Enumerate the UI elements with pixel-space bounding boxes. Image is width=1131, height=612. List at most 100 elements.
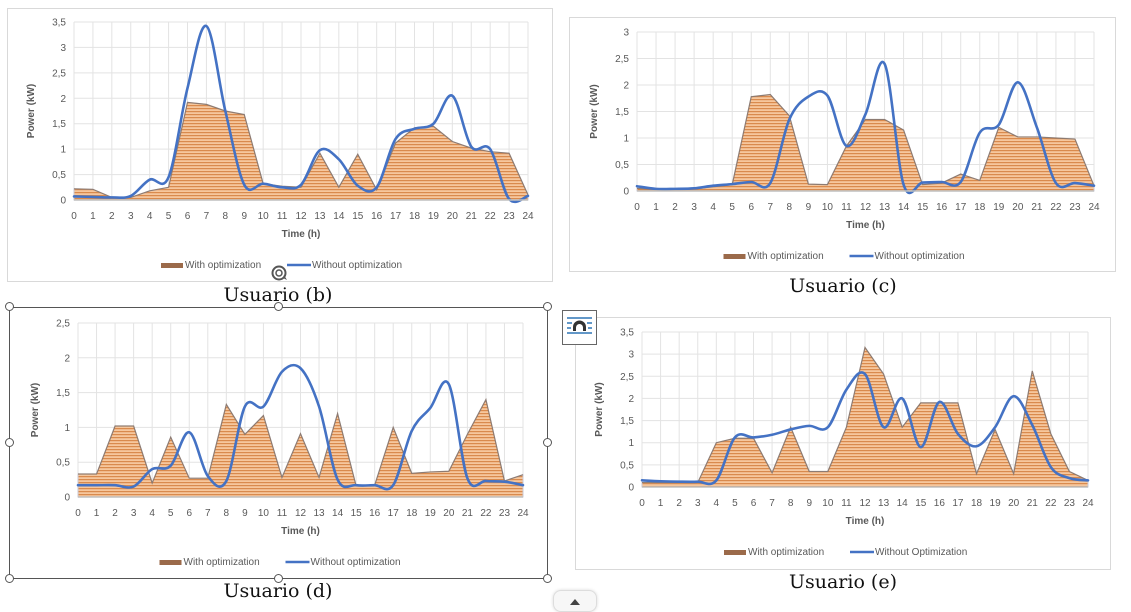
x-tick-label: 18: [971, 498, 983, 509]
x-tick-label: 3: [695, 498, 701, 509]
x-tick-label: 0: [634, 202, 640, 213]
x-tick-label: 18: [974, 202, 986, 213]
x-tick-label: 15: [917, 202, 929, 213]
x-tick-label: 1: [658, 498, 664, 509]
x-tick-label: 6: [748, 202, 754, 213]
resize-handle-top-middle[interactable]: [274, 302, 283, 311]
x-tick-label: 21: [1031, 202, 1043, 213]
resize-handle-middle-left[interactable]: [5, 438, 14, 447]
x-tick-label: 16: [936, 202, 948, 213]
resize-handle-top-right[interactable]: [543, 302, 552, 311]
resize-handle-middle-right[interactable]: [543, 438, 552, 447]
x-tick-label: 19: [993, 202, 1005, 213]
x-tick-label: 21: [466, 211, 478, 222]
x-tick-label: 1: [90, 211, 96, 222]
y-tick-label: 3: [623, 28, 629, 39]
area-with-optimization: [642, 348, 1088, 488]
x-tick-label: 11: [841, 202, 852, 213]
y-tick-label: 1,5: [615, 107, 629, 118]
legend-swatch-with-optimization: [724, 550, 746, 555]
x-tick-label: 12: [860, 202, 872, 213]
x-tick-label: 18: [406, 508, 418, 519]
x-tick-label: 14: [333, 211, 345, 222]
y-tick-label: 0: [60, 196, 66, 207]
x-tick-label: 7: [204, 211, 210, 222]
y-tick-label: 0,5: [615, 160, 629, 171]
layout-options-button[interactable]: [562, 310, 597, 345]
x-axis-title: Time (h): [846, 516, 885, 527]
x-tick-label: 7: [769, 498, 775, 509]
x-tick-label: 0: [75, 508, 81, 519]
y-tick-label: 2,5: [620, 372, 634, 383]
x-tick-label: 13: [879, 202, 891, 213]
legend-label-without-optimization: Without optimization: [312, 260, 402, 271]
x-tick-label: 20: [447, 211, 459, 222]
x-tick-label: 16: [371, 211, 383, 222]
x-tick-label: 1: [94, 508, 100, 519]
legend-label-with-optimization: With optimization: [748, 547, 824, 558]
y-tick-label: 3,5: [620, 328, 634, 339]
y-tick-label: 0: [64, 493, 70, 504]
x-tick-label: 4: [147, 211, 153, 222]
resize-handle-bottom-left[interactable]: [5, 574, 14, 583]
y-tick-label: 2: [64, 353, 70, 364]
x-tick-label: 12: [295, 211, 307, 222]
x-tick-label: 24: [522, 211, 534, 222]
rotate-icon[interactable]: [269, 263, 289, 283]
x-tick-label: 17: [955, 202, 967, 213]
x-tick-label: 20: [1012, 202, 1024, 213]
x-tick-label: 7: [205, 508, 211, 519]
x-tick-label: 2: [672, 202, 678, 213]
x-tick-label: 14: [898, 202, 910, 213]
x-tick-label: 0: [639, 498, 645, 509]
x-tick-label: 3: [128, 211, 134, 222]
x-tick-label: 15: [352, 211, 364, 222]
x-tick-label: 23: [1069, 202, 1081, 213]
y-tick-label: 0: [628, 483, 634, 494]
x-tick-label: 19: [990, 498, 1002, 509]
x-tick-label: 12: [295, 508, 307, 519]
x-tick-label: 22: [1050, 202, 1062, 213]
y-tick-label: 1,5: [620, 416, 634, 427]
y-tick-label: 3: [628, 350, 634, 361]
x-tick-label: 17: [952, 498, 964, 509]
x-tick-label: 9: [806, 498, 812, 509]
x-tick-label: 4: [710, 202, 716, 213]
x-tick-label: 18: [409, 211, 421, 222]
resize-handle-top-left[interactable]: [5, 302, 14, 311]
y-tick-label: 1,5: [56, 388, 70, 399]
caption-c: Usuario (c): [743, 275, 943, 297]
y-tick-label: 2,5: [56, 319, 70, 330]
x-tick-label: 13: [878, 498, 890, 509]
x-tick-label: 20: [443, 508, 455, 519]
x-axis-title: Time (h): [282, 229, 321, 240]
y-tick-label: 2: [60, 94, 66, 105]
x-tick-label: 15: [915, 498, 927, 509]
x-tick-label: 6: [751, 498, 757, 509]
x-tick-label: 3: [691, 202, 697, 213]
x-tick-label: 22: [480, 508, 492, 519]
x-tick-label: 24: [1082, 498, 1094, 509]
x-tick-label: 8: [788, 498, 794, 509]
y-tick-label: 1: [64, 423, 70, 434]
resize-handle-bottom-right[interactable]: [543, 574, 552, 583]
x-tick-label: 21: [1027, 498, 1039, 509]
x-tick-label: 24: [517, 508, 529, 519]
y-tick-label: 3: [60, 43, 66, 54]
x-tick-label: 15: [351, 508, 363, 519]
x-tick-label: 3: [131, 508, 137, 519]
floating-action-button[interactable]: [553, 590, 597, 612]
y-tick-label: 1: [60, 145, 66, 156]
x-tick-label: 2: [109, 211, 115, 222]
y-tick-label: 3,5: [52, 18, 66, 29]
x-tick-label: 6: [185, 211, 191, 222]
